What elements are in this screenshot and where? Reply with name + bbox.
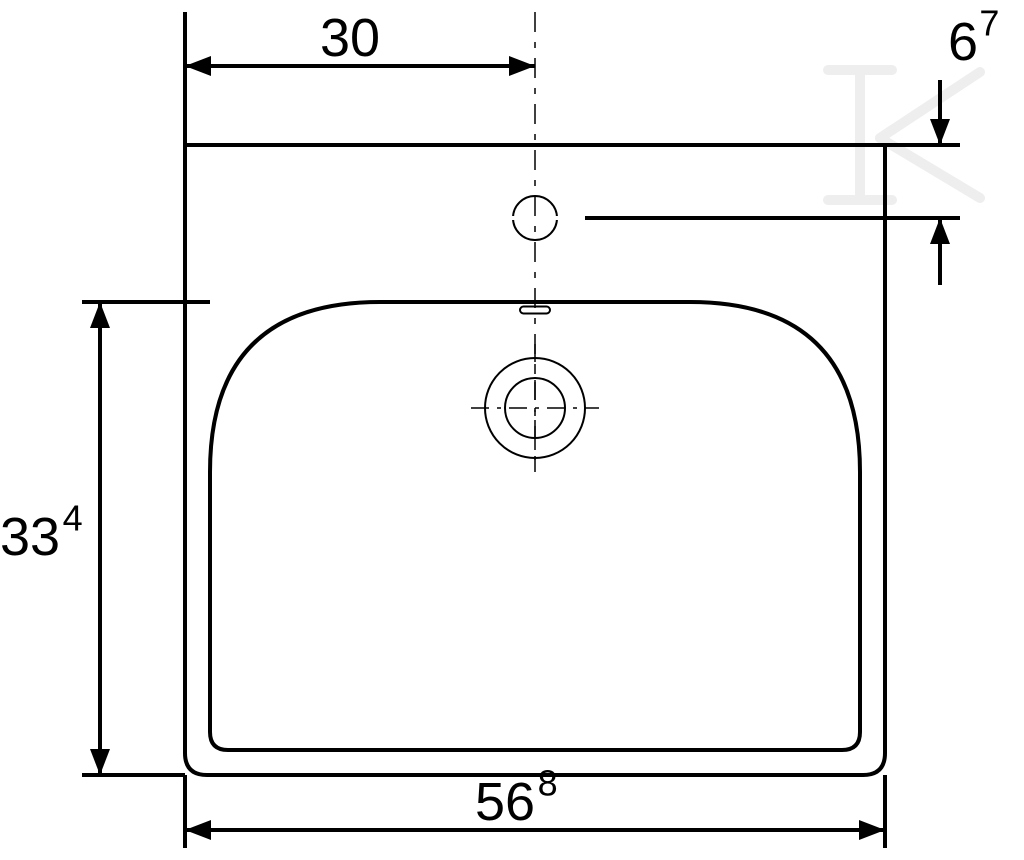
dimension-value: 56 [475, 772, 535, 832]
watermark-logo [828, 70, 980, 200]
dimension-super: 8 [538, 763, 558, 804]
technical-drawing: 30 67 334 568 [0, 0, 1024, 860]
dimension-value: 33 [0, 507, 60, 567]
dimension-value: 30 [320, 8, 380, 68]
dimension-value: 6 [948, 12, 978, 72]
dimension-super: 7 [979, 3, 999, 44]
dimension-super: 4 [63, 498, 83, 539]
